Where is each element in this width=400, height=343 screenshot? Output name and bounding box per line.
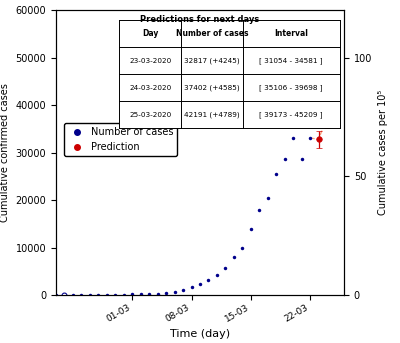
Text: [ 39173 - 45209 ]: [ 39173 - 45209 ] <box>260 111 323 118</box>
Text: 24-03-2020: 24-03-2020 <box>129 85 171 91</box>
Text: [ 35106 - 39698 ]: [ 35106 - 39698 ] <box>260 84 323 91</box>
X-axis label: Time (day): Time (day) <box>170 329 230 339</box>
Text: 37402 (+4585): 37402 (+4585) <box>184 85 240 91</box>
Text: 32817 (+4245): 32817 (+4245) <box>184 58 240 64</box>
Text: Predictions for next days: Predictions for next days <box>140 14 260 24</box>
Text: Day: Day <box>142 29 158 38</box>
Y-axis label: Cumulative confirmed cases: Cumulative confirmed cases <box>0 83 10 222</box>
Text: 42191 (+4789): 42191 (+4789) <box>184 112 240 118</box>
Text: Interval: Interval <box>274 29 308 38</box>
Bar <box>119 20 340 128</box>
Text: 25-03-2020: 25-03-2020 <box>129 112 171 118</box>
Text: 23-03-2020: 23-03-2020 <box>129 58 171 64</box>
Y-axis label: Cumulative cases per 10⁵: Cumulative cases per 10⁵ <box>378 90 388 215</box>
Text: [ 31054 - 34581 ]: [ 31054 - 34581 ] <box>260 57 323 64</box>
Legend: Number of cases, Prediction: Number of cases, Prediction <box>64 123 177 156</box>
Text: Number of cases: Number of cases <box>176 29 248 38</box>
